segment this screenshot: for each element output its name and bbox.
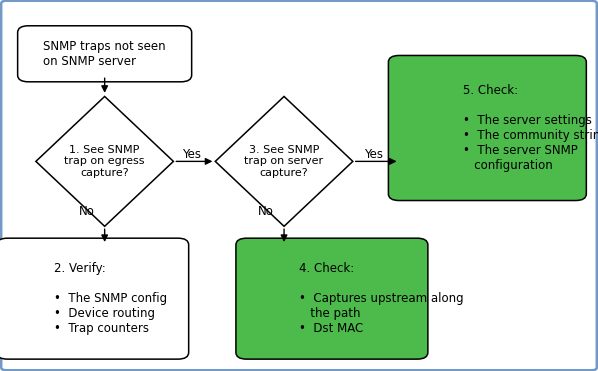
Text: SNMP traps not seen
on SNMP server: SNMP traps not seen on SNMP server: [43, 40, 166, 68]
Text: 1. See SNMP
trap on egress
capture?: 1. See SNMP trap on egress capture?: [65, 145, 145, 178]
Polygon shape: [215, 96, 353, 226]
Text: 2. Verify:

•  The SNMP config
•  Device routing
•  Trap counters: 2. Verify: • The SNMP config • Device ro…: [54, 262, 167, 335]
Text: No: No: [258, 205, 274, 218]
FancyBboxPatch shape: [389, 55, 586, 200]
FancyBboxPatch shape: [17, 26, 191, 82]
Text: 5. Check:

•  The server settings
•  The community string
•  The server SNMP
   : 5. Check: • The server settings • The co…: [463, 84, 598, 172]
Text: 3. See SNMP
trap on server
capture?: 3. See SNMP trap on server capture?: [245, 145, 324, 178]
Text: Yes: Yes: [182, 148, 201, 161]
Text: No: No: [79, 205, 94, 218]
FancyBboxPatch shape: [236, 238, 428, 359]
Polygon shape: [36, 96, 173, 226]
Text: 4. Check:

•  Captures upstream along
   the path
•  Dst MAC: 4. Check: • Captures upstream along the …: [299, 262, 463, 335]
Text: Yes: Yes: [364, 148, 383, 161]
FancyBboxPatch shape: [0, 238, 188, 359]
